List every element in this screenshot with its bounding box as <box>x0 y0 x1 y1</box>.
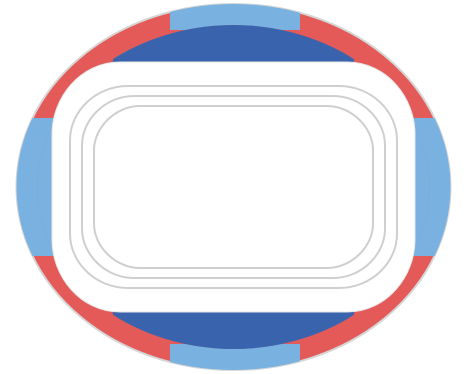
track-line-3 <box>93 105 374 269</box>
field-area <box>51 61 416 313</box>
track-line-2 <box>81 95 386 279</box>
track-line-1 <box>69 85 398 289</box>
